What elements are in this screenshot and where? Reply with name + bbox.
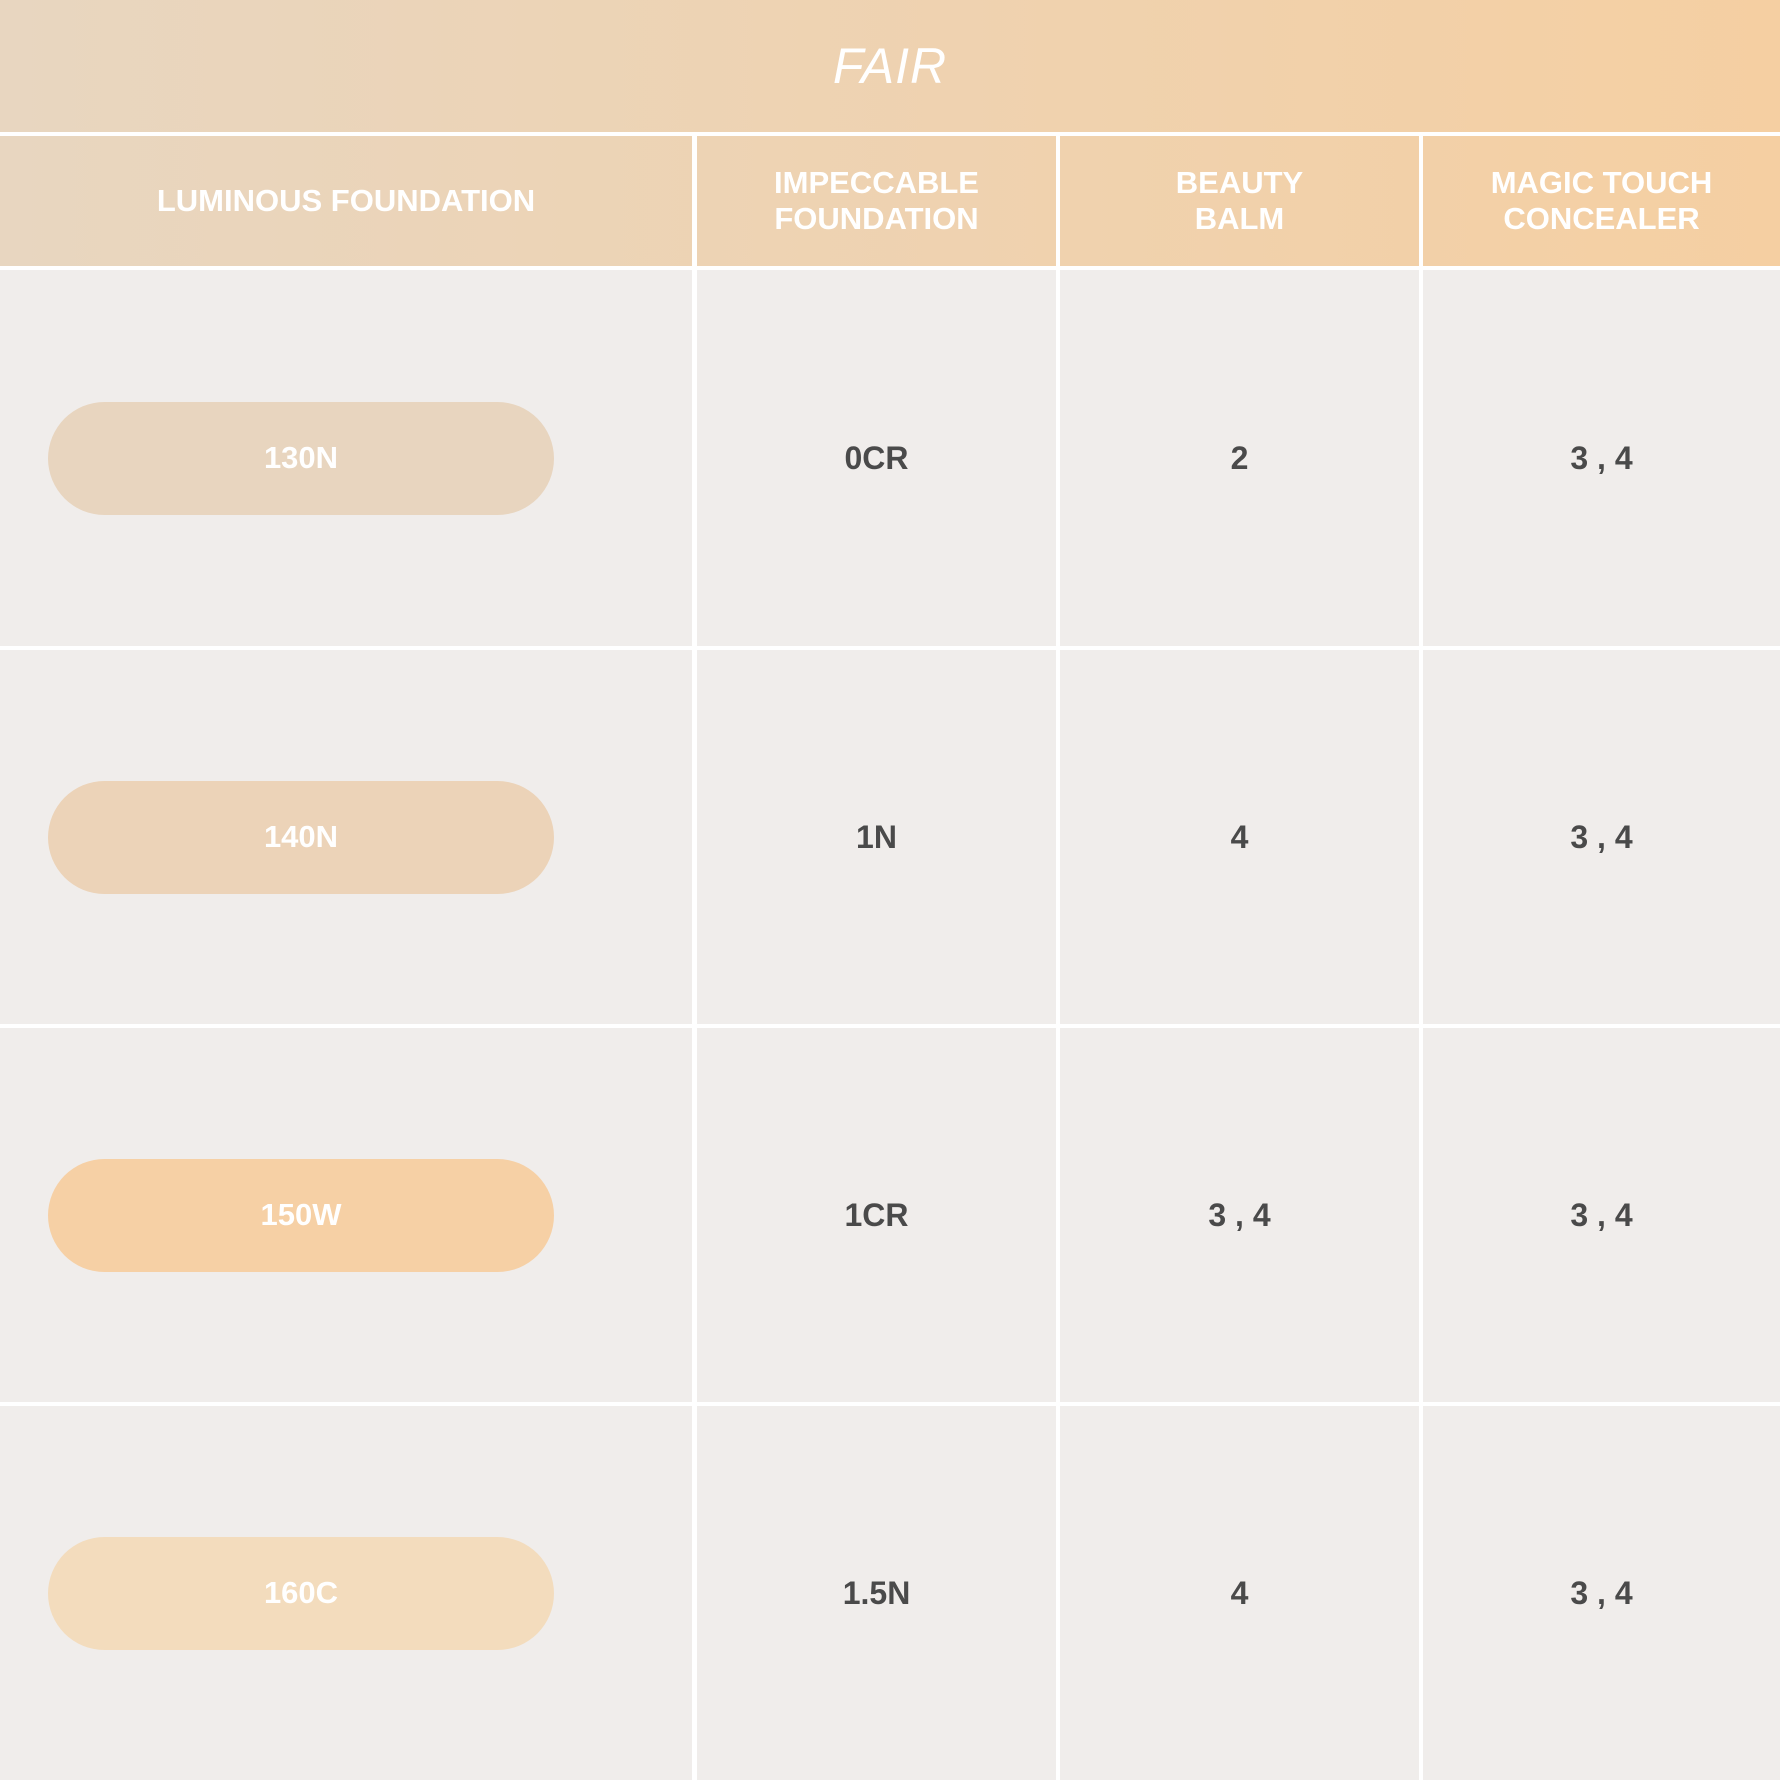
table-cell-concealer: 3 , 4 [1423,650,1780,1024]
table-cell-luminous: 160C [0,1406,692,1780]
table-cell-impeccable: 0CR [697,270,1056,646]
shade-swatch: 150W [48,1158,554,1272]
table-cell-beauty-balm: 2 [1060,270,1419,646]
table-cell-beauty-balm: 3 , 4 [1060,1028,1419,1402]
table-cell-beauty-balm: 4 [1060,1406,1419,1780]
header-luminous: LUMINOUS FOUNDATION [0,136,692,266]
table-cell-beauty-balm: 4 [1060,650,1419,1024]
table-cell-impeccable: 1CR [697,1028,1056,1402]
table-cell-luminous: 150W [0,1028,692,1402]
header-concealer: MAGIC TOUCH CONCEALER [1423,136,1780,266]
title-band: FAIR [0,0,1780,132]
table-cell-luminous: 130N [0,270,692,646]
table-cell-concealer: 3 , 4 [1423,270,1780,646]
table-cell-concealer: 3 , 4 [1423,1028,1780,1402]
table-cell-concealer: 3 , 4 [1423,1406,1780,1780]
title: FAIR [832,38,948,94]
shade-swatch: 130N [48,401,554,515]
header-impeccable: IMPECCABLE FOUNDATION [697,136,1056,266]
shade-swatch: 140N [48,780,554,894]
table-cell-impeccable: 1N [697,650,1056,1024]
header-beauty-balm: BEAUTY BALM [1060,136,1419,266]
table-cell-impeccable: 1.5N [697,1406,1056,1780]
table-cell-luminous: 140N [0,650,692,1024]
shade-swatch: 160C [48,1536,554,1650]
